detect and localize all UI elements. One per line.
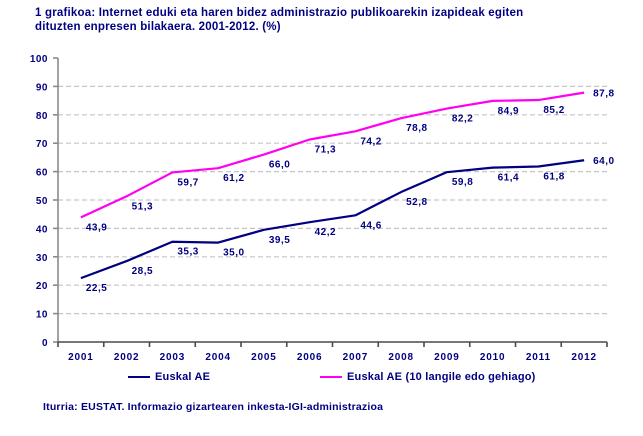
x-category-label: 2002 [114, 352, 139, 363]
x-category-label: 2007 [343, 352, 368, 363]
y-tick-label: 60 [36, 168, 48, 179]
series-line-1 [80, 91, 585, 219]
source-note: Iturria: EUSTAT. Informazio gizartearen … [43, 401, 384, 413]
data-label: 71,3 [315, 145, 336, 156]
x-category-label: 2005 [251, 352, 276, 363]
y-tick-label: 80 [36, 111, 48, 122]
data-label: 87,8 [593, 89, 614, 100]
legend-item-euskal-ae: Euskal AE [128, 371, 210, 383]
data-label: 61,4 [498, 173, 519, 184]
x-category-label: 2008 [388, 352, 413, 363]
data-label: 51,3 [132, 201, 153, 212]
x-category-label: 2010 [480, 352, 505, 363]
data-label: 43,9 [86, 222, 107, 233]
data-label: 59,7 [177, 177, 198, 188]
data-label: 52,8 [406, 197, 427, 208]
data-label: 85,2 [543, 105, 564, 116]
y-tick-label: 0 [42, 338, 48, 349]
x-category-label: 2006 [297, 352, 322, 363]
legend-label-10-langile: Euskal AE (10 langile edo gehiago) [347, 371, 536, 383]
y-tick-label: 20 [36, 281, 48, 292]
data-label: 64,0 [593, 156, 614, 167]
data-label: 39,5 [269, 235, 290, 246]
y-tick-label: 90 [36, 82, 48, 93]
x-category-label: 2003 [160, 352, 185, 363]
data-label: 66,0 [269, 160, 290, 171]
legend-item-10-langile: Euskal AE (10 langile edo gehiago) [320, 371, 536, 383]
series-line-0 [80, 159, 585, 280]
data-label: 35,0 [223, 248, 244, 259]
legend-marker-10-langile [320, 376, 342, 378]
legend-label-euskal-ae: Euskal AE [155, 371, 211, 383]
data-label: 28,5 [132, 266, 153, 277]
data-label: 74,2 [360, 136, 381, 147]
data-label: 35,3 [177, 247, 198, 258]
data-label: 82,2 [452, 114, 473, 125]
data-label: 84,9 [498, 106, 519, 117]
y-tick-label: 40 [36, 224, 48, 235]
chart-title-line1: 1 grafikoa: Internet eduki eta haren bid… [35, 7, 524, 19]
x-category-label: 2009 [434, 352, 459, 363]
chart-title: 1 grafikoa: Internet eduki eta haren bid… [35, 6, 630, 34]
data-label: 78,8 [406, 123, 427, 134]
x-category-label: 2012 [571, 352, 596, 363]
x-category-label: 2001 [68, 352, 93, 363]
legend: Euskal AE Euskal AE (10 langile edo gehi… [0, 371, 643, 389]
data-label: 61,2 [223, 173, 244, 184]
chart-title-line2: dituzten enpresen bilakaera. 2001-2012. … [35, 21, 281, 33]
x-category-label: 2011 [526, 352, 551, 363]
x-category-label: 2004 [205, 352, 230, 363]
data-label: 42,2 [315, 227, 336, 238]
y-tick-label: 50 [36, 196, 48, 207]
data-label: 44,6 [360, 220, 381, 231]
y-tick-label: 100 [30, 54, 48, 65]
y-tick-label: 70 [36, 139, 48, 150]
y-tick-label: 10 [36, 310, 48, 321]
y-tick-label: 30 [36, 253, 48, 264]
data-label: 59,8 [452, 177, 473, 188]
data-label: 61,8 [543, 171, 564, 182]
legend-marker-euskal-ae [128, 376, 150, 378]
data-label: 22,5 [86, 283, 107, 294]
